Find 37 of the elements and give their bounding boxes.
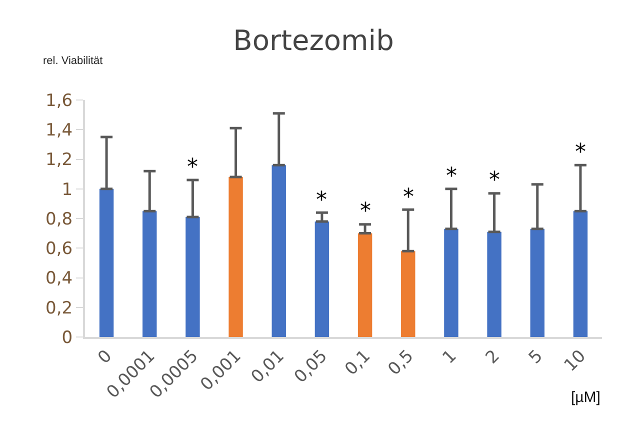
y-tick-label: 0,4 bbox=[46, 268, 73, 289]
annotation: * bbox=[316, 188, 327, 213]
y-tick-label: 0 bbox=[62, 328, 73, 348]
y-tick-label: 1,4 bbox=[46, 120, 73, 141]
y-tick-label: 1,2 bbox=[46, 150, 73, 170]
bar bbox=[444, 228, 458, 337]
bar bbox=[142, 211, 157, 337]
y-tick-label: 0,2 bbox=[46, 298, 73, 318]
bar bbox=[272, 165, 286, 337]
x-tick-label: 5 bbox=[525, 346, 547, 368]
x-tick-label: 2 bbox=[482, 346, 504, 368]
y-tick-label: 1,6 bbox=[46, 90, 73, 111]
x-axis-title: [µM] bbox=[571, 389, 600, 406]
bar bbox=[314, 221, 330, 337]
annotation: * bbox=[489, 168, 500, 193]
bar bbox=[487, 232, 502, 337]
annotation: * bbox=[575, 140, 586, 165]
y-tick-label: 0,6 bbox=[46, 239, 73, 260]
annotation: * bbox=[360, 199, 371, 224]
bar bbox=[530, 228, 544, 337]
annotation: * bbox=[403, 185, 414, 210]
bar bbox=[401, 251, 416, 337]
annotation: * bbox=[187, 155, 198, 180]
y-axis-title: rel. Viabilität bbox=[43, 55, 103, 67]
bar bbox=[228, 177, 243, 337]
x-tick-label: 10 bbox=[560, 346, 590, 376]
y-tick-label: 1 bbox=[62, 180, 73, 200]
x-tick-label: 0,1 bbox=[341, 346, 375, 380]
x-tick-label: 0,5 bbox=[384, 346, 418, 380]
annotation: * bbox=[446, 164, 457, 189]
chart-title: Bortezomib bbox=[233, 24, 394, 57]
y-tick-label: 0,8 bbox=[46, 209, 73, 230]
bar bbox=[186, 217, 200, 337]
bar bbox=[358, 233, 372, 337]
x-tick-label: 1 bbox=[438, 346, 461, 368]
bar bbox=[99, 188, 114, 337]
bar bbox=[573, 211, 588, 337]
